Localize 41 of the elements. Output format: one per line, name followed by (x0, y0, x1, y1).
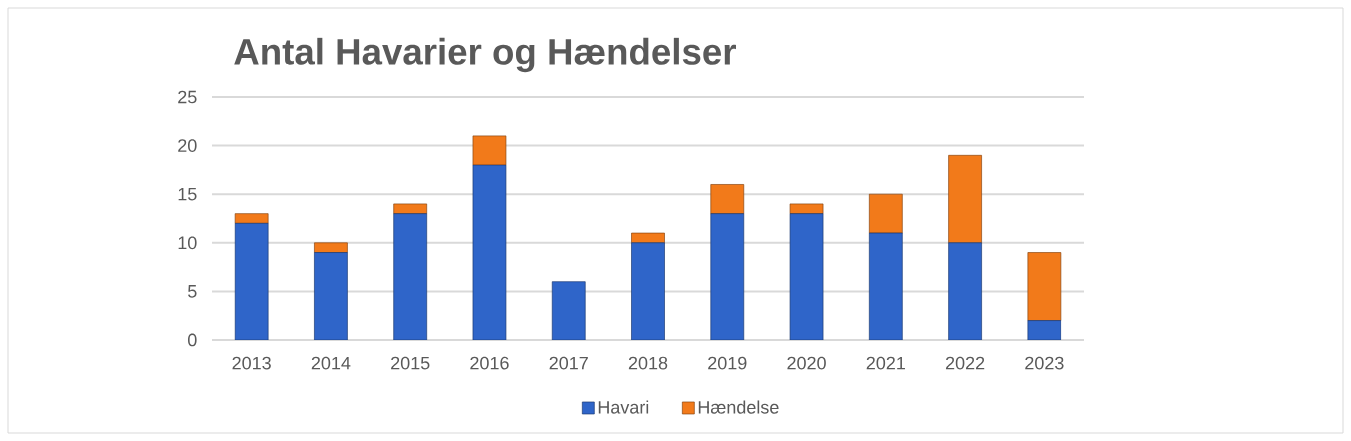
x-tick-label: 2014 (311, 356, 351, 370)
x-tick-label: 2015 (391, 356, 430, 370)
bar (868, 232, 903, 340)
bar (234, 213, 269, 224)
bar (631, 242, 665, 340)
x-tick-label: 2018 (628, 356, 668, 370)
x-tick-label: 2020 (787, 356, 826, 370)
x-tick-label: 2013 (232, 356, 271, 370)
x-tick-label: 2022 (945, 356, 985, 370)
bar (710, 184, 745, 214)
bar (631, 232, 665, 244)
y-tick-label: 5 (188, 285, 197, 298)
y-tick-label: 20 (178, 139, 197, 152)
bar (551, 281, 586, 340)
x-tick-label: 2016 (470, 356, 509, 370)
legend-label: Hændelse (698, 400, 779, 414)
bar (234, 223, 269, 340)
bar (948, 242, 982, 340)
x-tick-label: 2017 (549, 356, 588, 370)
bar (789, 203, 824, 214)
bar (472, 135, 507, 166)
bar (393, 213, 428, 340)
bar (868, 193, 903, 234)
bar (710, 213, 745, 340)
bar (472, 164, 507, 340)
bar (314, 252, 348, 340)
bar (789, 213, 824, 340)
x-tick-label: 2019 (708, 356, 747, 370)
x-tick-label: 2023 (1025, 356, 1064, 370)
legend-label: Havari (598, 400, 649, 414)
y-tick-label: 10 (178, 236, 197, 250)
bar (393, 203, 428, 214)
y-tick-label: 15 (178, 187, 197, 201)
bar (948, 154, 982, 244)
x-tick-label: 2021 (866, 356, 905, 370)
y-tick-label: 25 (178, 90, 197, 104)
bar (1027, 252, 1062, 321)
chart-title: Antal Havarier og Hændelser (234, 37, 736, 73)
y-tick-label: 0 (188, 333, 197, 347)
bar (314, 242, 348, 253)
bar (1027, 320, 1062, 340)
